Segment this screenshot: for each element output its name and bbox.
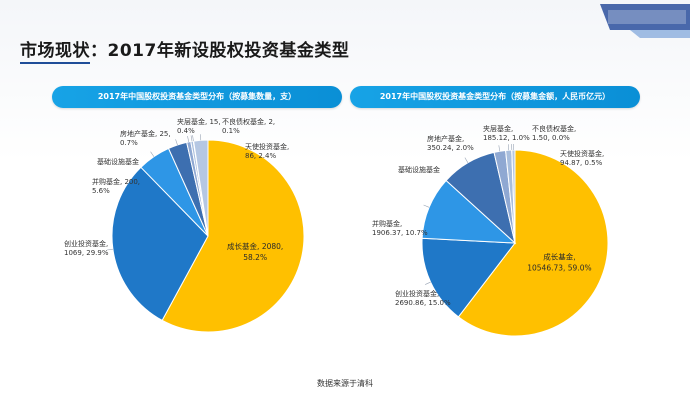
slice-label-1-7: 天使投资基金, xyxy=(560,149,604,158)
slice-value-1-2: 1906.37, 10.7% xyxy=(372,229,428,237)
chart-title-count: 2017年中国股权投资基金类型分布（按募集数量，支） xyxy=(52,86,342,108)
slice-label-0-1: 创业投资基金, xyxy=(64,239,108,248)
slice-label-1-3: 基础设施基金 xyxy=(398,165,440,174)
slice-value-0-6: 0.1% xyxy=(222,127,240,135)
data-source-note: 数据来源于清科 xyxy=(317,379,373,388)
pie-slice-0-7 xyxy=(193,139,209,237)
slice-label-0-6: 不良债权基金, 2, xyxy=(222,117,275,126)
slice-label-1-6: 不良债权基金, xyxy=(532,124,576,133)
chart-title-amount: 2017年中国股权投资基金类型分布（按募集金额，人民币亿元） xyxy=(350,86,640,108)
leader-line-1-4 xyxy=(498,145,501,152)
slice-label-0-4: 房地产基金, 25, xyxy=(120,129,171,138)
slice-label-1-5: 夹层基金, xyxy=(483,124,513,133)
page-title: 市场现状：2017年新设股权投资基金类型 xyxy=(20,41,350,61)
slice-label-1-2: 并购基金, xyxy=(372,219,402,228)
slice-value-1-5: 185.12, 1.0% xyxy=(483,134,530,142)
pie-slice-1-0 xyxy=(457,149,609,337)
slice-value-0-5: 0.4% xyxy=(177,127,195,135)
slice-value-1-4: 350.24, 2.0% xyxy=(427,144,474,152)
leader-line-1-1 xyxy=(425,281,431,285)
slice-label-0-5: 夹层基金, 15, xyxy=(177,117,221,126)
leader-line-1-3 xyxy=(464,157,469,163)
pie-slice-1-1 xyxy=(421,237,516,318)
slice-value-1-7: 94.87, 0.5% xyxy=(560,159,603,167)
leader-line-0-6 xyxy=(192,135,194,142)
leader-line-0-1 xyxy=(106,248,113,251)
slice-label-1-1: 创业投资基金, xyxy=(395,289,439,298)
chart-panel-count: 2017年中国股权投资基金类型分布（按募集数量，支） xyxy=(52,86,342,108)
leader-line-0-3 xyxy=(175,139,178,146)
leader-line-1-2 xyxy=(423,204,430,208)
slice-value-0-0: 58.2% xyxy=(243,253,267,262)
slice-value-0-4: 0.7% xyxy=(120,139,138,147)
chart-panel-amount: 2017年中国股权投资基金类型分布（按募集金额，人民币亿元） xyxy=(350,86,640,108)
leader-line-0-5 xyxy=(190,135,193,142)
slice-label-1-0: 成长基金, xyxy=(543,251,575,261)
slice-label-1-4: 房地产基金, xyxy=(427,134,464,143)
slice-label-0-7: 天使投资基金, xyxy=(245,142,289,151)
slice-label-0-0: 成长基金, 2080, xyxy=(227,241,283,251)
slice-label-0-2: 并购基金, 200, xyxy=(92,177,140,186)
slice-value-1-6: 1.50, 0.0% xyxy=(532,134,570,142)
leader-line-0-4 xyxy=(187,136,190,143)
slice-value-0-7: 86, 2.4% xyxy=(245,152,276,160)
leader-line-0-2 xyxy=(150,151,155,157)
slice-value-0-2: 5.6% xyxy=(92,187,110,195)
slice-label-0-3: 基础设施基金 xyxy=(97,157,139,166)
slice-value-1-1: 2690.86, 15.0% xyxy=(395,299,451,307)
pie-slice-0-0 xyxy=(161,139,305,333)
slice-value-1-0: 10546.73, 59.0% xyxy=(527,263,591,272)
company-logo xyxy=(600,4,690,38)
title-underline xyxy=(20,62,90,64)
slice-value-0-1: 1069, 29.9% xyxy=(64,249,109,257)
